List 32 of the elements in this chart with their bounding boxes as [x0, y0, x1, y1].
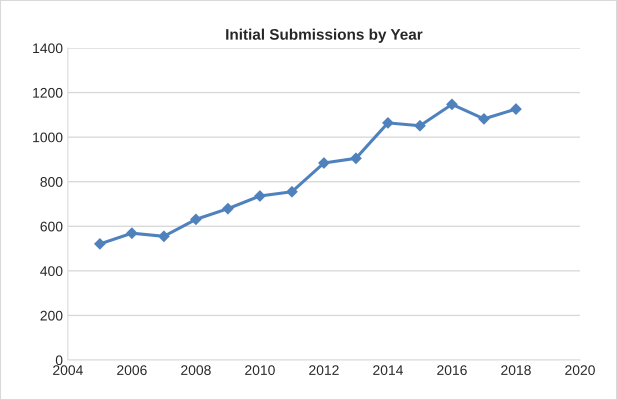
x-tick-label: 2004 [53, 365, 83, 376]
point [94, 238, 106, 250]
y-tick-label: 400 [40, 266, 62, 276]
x-tick-label: 2018 [501, 365, 531, 376]
point [158, 230, 170, 242]
point [414, 120, 426, 132]
point [222, 202, 234, 215]
point [126, 227, 138, 240]
x-tick-label: 2020 [565, 365, 595, 376]
y-tick-label: 1400 [33, 43, 62, 54]
x-tick-label: 2008 [181, 365, 211, 376]
x-tick-label: 2010 [245, 365, 275, 376]
y-tick-label: 0 [56, 355, 62, 366]
x-tick-label: 2014 [373, 365, 403, 376]
chart-title: Initial Submissions by Year [226, 28, 422, 43]
y-tick-label: 800 [40, 177, 62, 187]
y-tick-label: 600 [40, 222, 62, 232]
point [478, 112, 490, 125]
point [382, 116, 394, 129]
point [446, 98, 458, 110]
y-tick-label: 200 [40, 310, 62, 321]
point [350, 152, 362, 164]
x-tick-label: 2006 [117, 365, 147, 376]
point [318, 157, 330, 169]
y-tick-label: 1200 [33, 88, 62, 98]
point [286, 186, 298, 198]
point [510, 103, 522, 115]
point [254, 190, 266, 202]
x-tick-label: 2016 [437, 365, 467, 376]
y-tick-label: 1000 [33, 132, 62, 142]
point [190, 213, 202, 226]
x-tick-label: 2012 [309, 365, 339, 376]
